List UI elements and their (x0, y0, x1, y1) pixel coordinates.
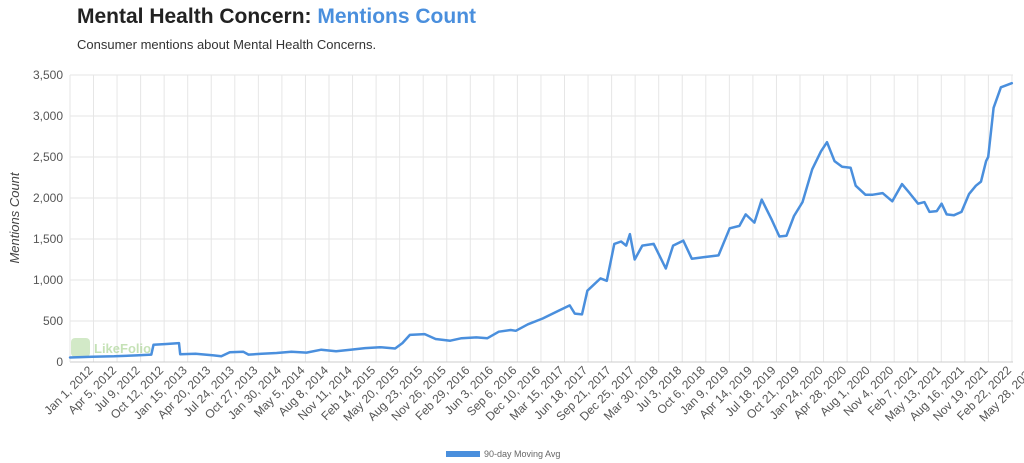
y-tick-label: 2,000 (33, 191, 63, 205)
chart-title: Mental Health Concern: Mentions Count (77, 5, 476, 29)
series (68, 81, 1014, 359)
y-axis-label: Mentions Count (7, 171, 22, 263)
legend-swatch (446, 451, 480, 457)
watermark: LikeFolio (71, 338, 151, 357)
chart-title-accent: Mentions Count (317, 5, 477, 28)
y-tick-label: 500 (43, 314, 63, 328)
legend-label: 90-day Moving Avg (484, 449, 561, 459)
watermark-logo-icon (71, 338, 90, 357)
y-tick-label: 1,500 (33, 232, 63, 246)
y-tick-label: 0 (56, 355, 63, 369)
y-tick-label: 3,000 (33, 109, 63, 123)
y-tick-label: 1,000 (33, 273, 63, 287)
chart-title-main: Mental Health Concern: (77, 5, 318, 28)
series-line (68, 81, 1014, 359)
y-tick-label: 3,500 (33, 68, 63, 82)
y-tick-label: 2,500 (33, 150, 63, 164)
watermark-text: LikeFolio (94, 341, 151, 356)
chart-subtitle: Consumer mentions about Mental Health Co… (77, 37, 377, 52)
legend[interactable]: 90-day Moving Avg (446, 449, 560, 459)
